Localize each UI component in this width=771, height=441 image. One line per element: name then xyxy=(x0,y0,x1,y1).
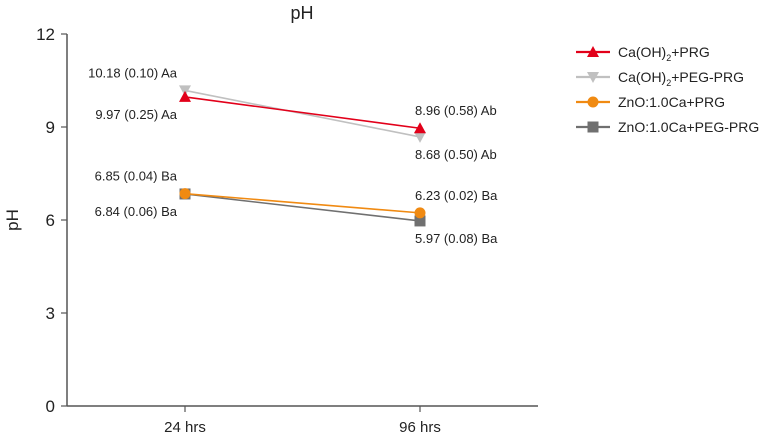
data-label: 6.23 (0.02) Ba xyxy=(415,188,498,203)
data-point xyxy=(414,207,426,219)
chart-title: pH xyxy=(290,3,313,23)
y-tick-label: 6 xyxy=(46,211,55,230)
data-label: 6.85 (0.04) Ba xyxy=(95,169,178,184)
x-tick-label: 96 hrs xyxy=(399,419,441,436)
data-point xyxy=(179,188,191,200)
data-point xyxy=(414,215,426,227)
legend-entry: Ca(OH)2+PRG xyxy=(618,44,710,63)
data-point xyxy=(179,90,191,102)
y-tick-label: 12 xyxy=(36,25,55,44)
legend-marker xyxy=(587,72,599,83)
series-line xyxy=(184,192,421,214)
data-label: 9.97 (0.25) Aa xyxy=(95,107,177,122)
legend-entry: ZnO:1.0Ca+PEG-PRG xyxy=(618,119,759,135)
data-label: 5.97 (0.08) Ba xyxy=(415,231,498,246)
data-label: 6.84 (0.06) Ba xyxy=(95,204,178,219)
y-tick-label: 0 xyxy=(46,397,55,416)
data-point xyxy=(414,131,426,143)
y-tick-label: 9 xyxy=(46,118,55,137)
legend-entry: ZnO:1.0Ca+PRG xyxy=(618,94,725,110)
series-line xyxy=(184,96,421,130)
legend-marker xyxy=(587,121,599,133)
y-tick-label: 3 xyxy=(46,304,55,323)
legend-entry: Ca(OH)2+PEG-PRG xyxy=(618,69,744,88)
y-axis-label: pH xyxy=(3,209,22,231)
series-line xyxy=(184,193,421,222)
data-label: 10.18 (0.10) Aa xyxy=(88,65,178,80)
legend-marker xyxy=(587,96,599,108)
data-label: 8.68 (0.50) Ab xyxy=(415,147,497,162)
data-label: 8.96 (0.58) Ab xyxy=(415,103,497,118)
data-point xyxy=(414,122,426,134)
data-point xyxy=(179,85,191,97)
legend: Ca(OH)2+PRG Ca(OH)2+PEG-PRG ZnO:1.0Ca+PRG Z… xyxy=(576,44,759,135)
series-line xyxy=(184,89,421,138)
x-tick-label: 24 hrs xyxy=(164,419,206,436)
legend-marker xyxy=(587,46,599,57)
